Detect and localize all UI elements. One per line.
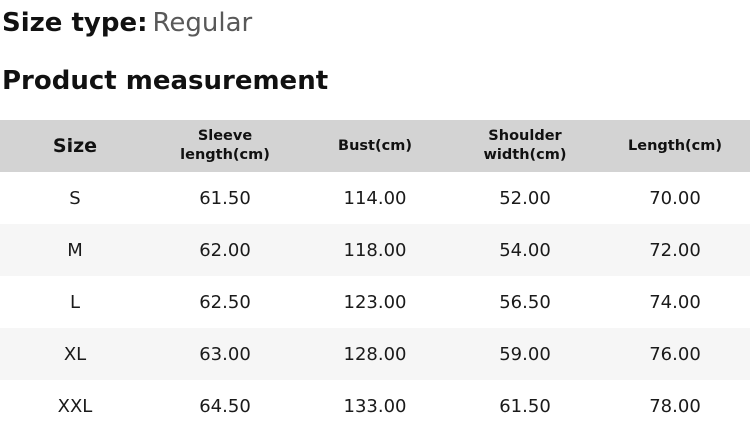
value-cell: 59.00 [499, 343, 551, 365]
column-header-sleeve-length: Sleeve length(cm) [180, 128, 270, 163]
value-cell: 62.00 [199, 239, 251, 261]
column-header-length: Length(cm) [628, 137, 722, 154]
table-row-l: L 62.50 123.00 56.50 74.00 [0, 276, 750, 328]
column-header-shoulder-width: Shoulder width(cm) [483, 128, 567, 163]
value-cell: 74.00 [649, 291, 701, 313]
value-cell: 63.00 [199, 343, 251, 365]
table-row-xl: XL 63.00 128.00 59.00 76.00 [0, 328, 750, 380]
table-row-xxl: XXL 64.50 133.00 61.50 78.00 [0, 380, 750, 432]
size-type-value: Regular [152, 8, 253, 38]
column-header-bust: Bust(cm) [338, 137, 412, 154]
value-cell: 114.00 [343, 187, 407, 209]
value-cell: 123.00 [343, 291, 407, 313]
size-type-label: Size type: [2, 8, 148, 38]
value-cell: 56.50 [499, 291, 551, 313]
size-type-line: Size type: Regular [2, 8, 750, 38]
column-header-size: Size [52, 134, 98, 157]
value-cell: 64.50 [199, 395, 251, 417]
table-row-m: M 62.00 118.00 54.00 72.00 [0, 224, 750, 276]
value-cell: 61.50 [199, 187, 251, 209]
value-cell: 70.00 [649, 187, 701, 209]
value-cell: 62.50 [199, 291, 251, 313]
table-head: Size Sleeve length(cm) Bust(cm) Shoulder… [0, 120, 750, 172]
measurement-table: Size Sleeve length(cm) Bust(cm) Shoulder… [0, 120, 750, 432]
section-title: Product measurement [2, 66, 329, 96]
value-cell: 118.00 [343, 239, 407, 261]
size-cell: M [67, 239, 83, 261]
value-cell: 52.00 [499, 187, 551, 209]
size-cell: S [69, 187, 81, 209]
value-cell: 133.00 [343, 395, 407, 417]
table-body: S 61.50 114.00 52.00 70.00 M 62.00 118.0… [0, 172, 750, 432]
table-header-row: Size Sleeve length(cm) Bust(cm) Shoulder… [0, 120, 750, 172]
value-cell: 76.00 [649, 343, 701, 365]
value-cell: 61.50 [499, 395, 551, 417]
value-cell: 72.00 [649, 239, 701, 261]
value-cell: 54.00 [499, 239, 551, 261]
size-cell: XXL [57, 395, 93, 417]
value-cell: 78.00 [649, 395, 701, 417]
value-cell: 128.00 [343, 343, 407, 365]
table-row-s: S 61.50 114.00 52.00 70.00 [0, 172, 750, 224]
size-cell: XL [63, 343, 87, 365]
size-cell: L [69, 291, 81, 313]
